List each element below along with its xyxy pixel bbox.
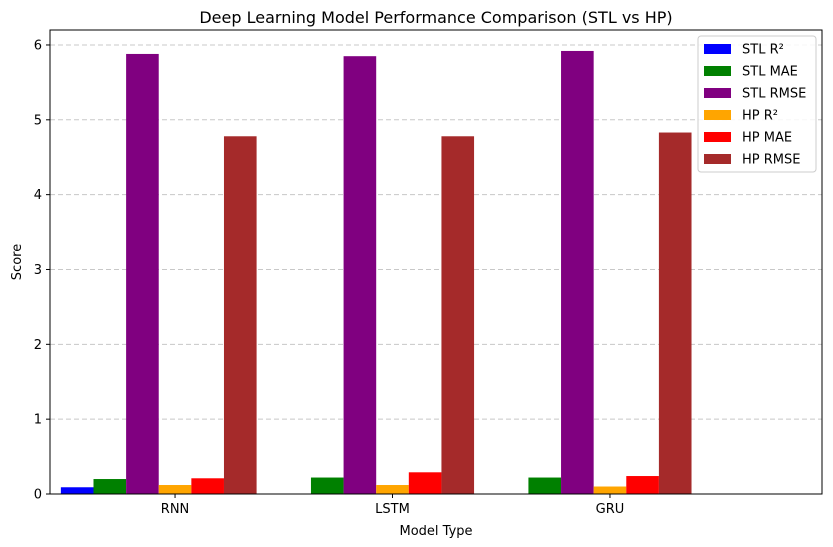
- bar: [126, 53, 159, 494]
- bar: [626, 476, 659, 494]
- y-tick-label: 2: [34, 338, 42, 353]
- y-axis-title: Score: [10, 244, 25, 280]
- bar: [223, 136, 257, 494]
- y-tick-label: 6: [34, 38, 42, 53]
- bar: [593, 486, 627, 494]
- bar: [158, 485, 192, 494]
- bar: [408, 472, 442, 494]
- legend-swatch: [704, 66, 731, 76]
- legend-swatch: [704, 132, 731, 142]
- legend-label: HP RMSE: [742, 153, 800, 168]
- bar: [93, 479, 127, 494]
- grid: [50, 44, 822, 495]
- bar: [343, 56, 377, 495]
- bar: [376, 485, 409, 494]
- legend-label: HP MAE: [742, 131, 792, 146]
- y-tick-label: 4: [34, 188, 42, 203]
- bar: [561, 50, 594, 495]
- bars: [60, 50, 692, 495]
- legend-swatch: [704, 88, 731, 98]
- x-tick-label: RNN: [161, 502, 189, 517]
- legend-label: STL MAE: [742, 65, 798, 80]
- bar: [191, 478, 224, 494]
- bar: [441, 136, 475, 494]
- legend-label: STL RMSE: [742, 87, 806, 102]
- legend-swatch: [704, 44, 731, 54]
- bar: [658, 132, 692, 494]
- y-tick-label: 5: [34, 113, 42, 128]
- chart-title: Deep Learning Model Performance Comparis…: [199, 8, 672, 27]
- bar: [310, 477, 344, 494]
- y-tick-label: 3: [34, 263, 42, 278]
- y-tick-label: 1: [34, 413, 42, 428]
- bar: [60, 487, 94, 494]
- x-tick-label: GRU: [596, 502, 625, 517]
- legend-label: STL R²: [742, 43, 784, 58]
- y-axis: 0 1 2 3 4 5 6: [34, 38, 50, 503]
- plot-frame: [49, 29, 823, 495]
- x-tick-label: LSTM: [375, 502, 410, 517]
- x-axis: RNN LSTM GRU: [161, 494, 624, 517]
- x-axis-title: Model Type: [399, 524, 472, 539]
- legend-label: HP R²: [742, 109, 778, 124]
- legend: STL R² STL MAE STL RMSE HP R² HP MAE HP RMSE: [697, 35, 817, 173]
- legend-swatch: [704, 154, 731, 164]
- legend-swatch: [704, 110, 731, 120]
- y-tick-label: 0: [34, 488, 42, 503]
- bar: [528, 477, 562, 494]
